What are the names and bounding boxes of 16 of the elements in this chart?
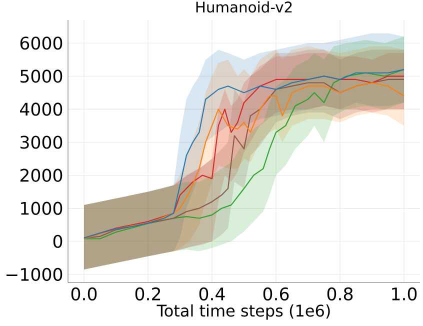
- y-tick-label: 4000: [20, 102, 62, 116]
- chart-title: Humanoid-v2: [196, 1, 292, 13]
- y-tick-label: 6000: [20, 36, 62, 50]
- y-tick-label: 5000: [20, 70, 62, 83]
- y-tick-label: 3000: [20, 136, 62, 149]
- y-tick-label: 0: [53, 234, 62, 248]
- y-tick-label: 1000: [21, 202, 62, 215]
- x-axis-title: Total time steps (1e6): [156, 304, 330, 320]
- x-tick-label: 0.4: [199, 287, 225, 300]
- x-tick-label: 1.0: [392, 287, 417, 300]
- x-tick-label: 0.6: [263, 287, 289, 300]
- y-tick-label: 2000: [20, 168, 62, 182]
- x-tick-label: 0.2: [135, 287, 160, 300]
- x-tick-label: 0.8: [327, 287, 353, 300]
- y-tick-label: −1000: [6, 268, 62, 281]
- x-tick-label: 0.0: [71, 287, 97, 300]
